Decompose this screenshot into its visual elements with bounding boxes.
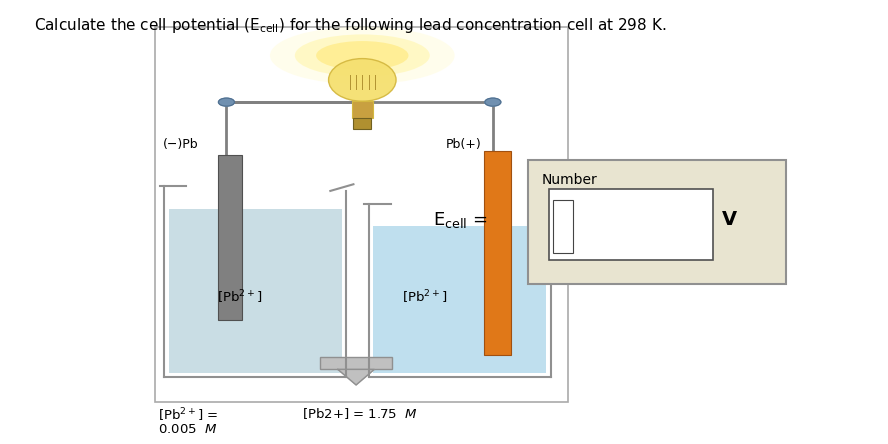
FancyBboxPatch shape: [484, 151, 511, 355]
FancyBboxPatch shape: [549, 189, 713, 260]
Text: [Pb2+] = 1.75  $M$: [Pb2+] = 1.75 $M$: [302, 406, 417, 421]
Text: Pb(+): Pb(+): [446, 138, 481, 151]
Text: [Pb$^{2+}$]: [Pb$^{2+}$]: [401, 289, 448, 306]
Text: [Pb$^{2+}$] =: [Pb$^{2+}$] =: [158, 406, 218, 424]
Text: 0.005  $M$: 0.005 $M$: [158, 423, 218, 436]
Circle shape: [218, 98, 234, 106]
Polygon shape: [337, 369, 374, 385]
Text: Number: Number: [542, 173, 598, 187]
FancyBboxPatch shape: [352, 101, 373, 118]
Text: $\mathbf{V}$: $\mathbf{V}$: [721, 210, 739, 229]
Text: [Pb$^{2+}$]: [Pb$^{2+}$]: [217, 289, 263, 306]
FancyBboxPatch shape: [528, 160, 786, 284]
Text: Calculate the cell potential (E$_{\mathrm{cell}}$) for the following lead concen: Calculate the cell potential (E$_{\mathr…: [34, 16, 666, 35]
FancyBboxPatch shape: [553, 200, 573, 253]
Ellipse shape: [295, 35, 430, 76]
FancyBboxPatch shape: [320, 357, 392, 369]
Ellipse shape: [270, 27, 455, 84]
FancyBboxPatch shape: [373, 226, 546, 373]
Text: E$_{\mathrm{cell}}$ =: E$_{\mathrm{cell}}$ =: [433, 210, 488, 230]
FancyBboxPatch shape: [353, 118, 371, 129]
FancyBboxPatch shape: [218, 155, 242, 320]
Circle shape: [485, 98, 501, 106]
Text: (−)Pb: (−)Pb: [163, 138, 198, 151]
FancyBboxPatch shape: [155, 27, 568, 402]
FancyBboxPatch shape: [169, 209, 342, 373]
Ellipse shape: [329, 59, 396, 101]
Ellipse shape: [316, 41, 408, 70]
